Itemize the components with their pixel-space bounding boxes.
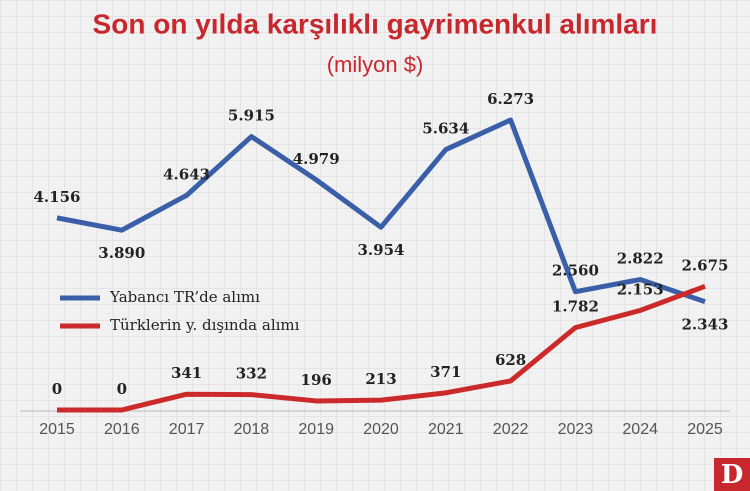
x-tick-label: 2017 — [169, 421, 205, 438]
data-label: 4.643 — [163, 165, 210, 183]
x-tick-label: 2022 — [493, 421, 529, 438]
logo-box — [714, 458, 750, 491]
data-label: 3.890 — [98, 244, 145, 262]
data-label: 3.954 — [358, 241, 405, 259]
data-label: 628 — [495, 351, 526, 369]
data-label: 1.782 — [552, 298, 599, 316]
data-label: 371 — [430, 363, 461, 381]
data-label: 2.560 — [552, 262, 599, 280]
data-label: 341 — [171, 364, 202, 382]
logo: D — [721, 460, 744, 490]
chart-subtitle: (milyon $) — [327, 52, 424, 77]
x-tick-label: 2025 — [687, 421, 723, 438]
data-label: 0 — [52, 380, 62, 398]
series-line — [57, 283, 706, 413]
data-label: 2.153 — [617, 280, 664, 298]
data-label: 332 — [236, 365, 267, 383]
legend-label: Yabancı TR’de alımı — [109, 288, 260, 306]
series-line — [56, 117, 706, 305]
data-label: 5.634 — [422, 120, 469, 138]
x-tick-label: 2024 — [622, 421, 658, 438]
x-tick-label: 2015 — [39, 421, 75, 438]
data-label: 2.675 — [682, 256, 729, 274]
chart-title: Son on yılda karşılıklı gayrimenkul alım… — [93, 8, 658, 39]
x-tick-label: 2020 — [363, 421, 399, 438]
data-label: 4.979 — [293, 150, 340, 168]
data-label: 2.343 — [682, 316, 729, 334]
legend-label: Türklerin y. dışında alımı — [110, 316, 300, 334]
x-tick-label: 2021 — [428, 421, 464, 438]
x-tick-label: 2016 — [104, 421, 140, 438]
x-tick-label: 2023 — [558, 421, 594, 438]
data-label: 2.822 — [617, 250, 664, 268]
x-tick-label: 2018 — [234, 421, 270, 438]
data-label: 196 — [301, 371, 332, 389]
data-label: 6.273 — [487, 90, 534, 108]
data-label: 0 — [117, 380, 127, 398]
data-label: 5.915 — [228, 107, 275, 125]
x-tick-label: 2019 — [298, 421, 334, 438]
data-label: 4.156 — [34, 188, 81, 206]
data-label: 213 — [365, 370, 396, 388]
